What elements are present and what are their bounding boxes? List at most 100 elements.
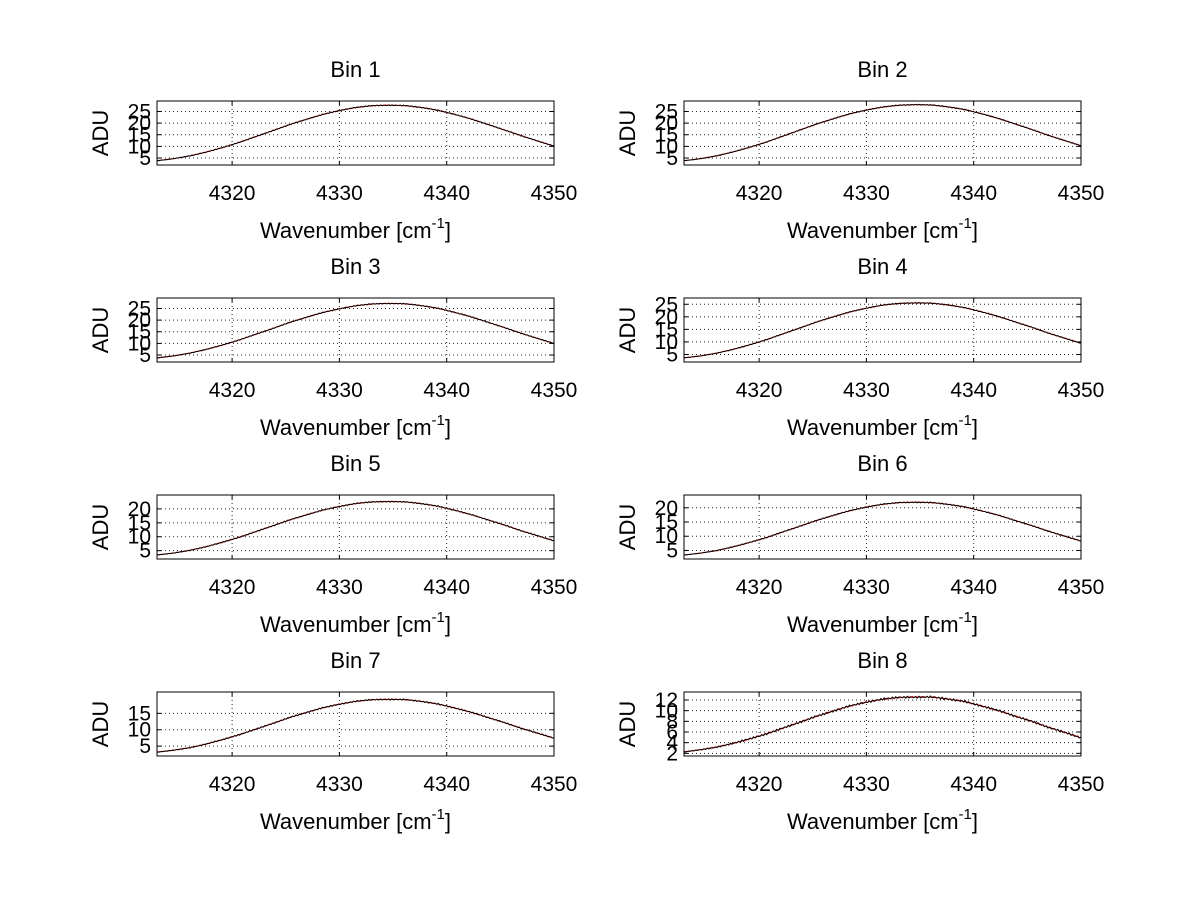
x-tick-label: 4350 [1058, 182, 1105, 205]
x-tick-label: 4330 [843, 576, 890, 599]
axes-frame [156, 691, 555, 757]
y-axis-label: ADU [615, 110, 640, 156]
x-tick-label: 4320 [736, 773, 783, 796]
y-tick-label: 15 [128, 702, 151, 725]
x-tick-label: 4320 [736, 182, 783, 205]
y-tick-label: 5 [139, 735, 151, 758]
x-tick-label: 4350 [1058, 773, 1105, 796]
x-tick-label: 4330 [316, 576, 363, 599]
y-tick-label: 10 [655, 331, 678, 354]
y-tick-label: 20 [655, 112, 678, 135]
x-axis-label: Wavenumber [cm-1] [260, 609, 451, 637]
y-axis-label: ADU [615, 701, 640, 747]
y-tick-label: 4 [666, 732, 678, 755]
x-tick-label: 4320 [209, 576, 256, 599]
y-tick-label: 20 [655, 306, 678, 329]
y-axis-label: ADU [88, 701, 113, 747]
x-tick-label: 4320 [736, 379, 783, 402]
x-tick-label: 4340 [423, 773, 470, 796]
y-tick-label: 12 [655, 689, 678, 712]
y-tick-label: 8 [666, 710, 678, 733]
y-axis-label: ADU [88, 307, 113, 353]
subplot-title: Bin 8 [857, 648, 907, 673]
x-tick-label: 4330 [843, 379, 890, 402]
x-tick-label: 4340 [423, 576, 470, 599]
y-tick-label: 25 [128, 297, 151, 320]
black-series-line [156, 500, 555, 556]
y-tick-label: 20 [128, 309, 151, 332]
x-axis-label: Wavenumber [cm-1] [260, 215, 451, 243]
subplot-title: Bin 7 [330, 648, 380, 673]
y-tick-label: 10 [655, 135, 678, 158]
y-tick-label: 10 [128, 135, 151, 158]
y-axis-label: ADU [615, 307, 640, 353]
black-series-line [683, 695, 1082, 753]
axes-frame [156, 297, 555, 363]
x-tick-label: 4340 [423, 182, 470, 205]
x-tick-label: 4320 [209, 182, 256, 205]
y-tick-label: 25 [128, 100, 151, 123]
x-tick-label: 4340 [423, 379, 470, 402]
y-axis-label: ADU [615, 504, 640, 550]
x-tick-label: 4330 [843, 182, 890, 205]
x-tick-label: 4340 [950, 773, 997, 796]
x-tick-label: 4340 [950, 182, 997, 205]
y-tick-label: 20 [128, 498, 151, 521]
axes-frame [156, 100, 555, 166]
y-tick-label: 2 [666, 742, 678, 765]
x-tick-label: 4350 [531, 773, 578, 796]
subplot-title: Bin 6 [857, 451, 907, 476]
axes-frame [683, 494, 1082, 560]
x-tick-label: 4350 [531, 576, 578, 599]
x-tick-label: 4350 [1058, 576, 1105, 599]
x-axis-label: Wavenumber [cm-1] [260, 412, 451, 440]
y-tick-label: 10 [128, 332, 151, 355]
y-tick-label: 15 [655, 318, 678, 341]
y-tick-label: 10 [655, 525, 678, 548]
y-tick-label: 5 [139, 344, 151, 367]
x-tick-label: 4330 [316, 773, 363, 796]
subplot-title: Bin 3 [330, 254, 380, 279]
x-tick-label: 4350 [531, 379, 578, 402]
x-axis-label: Wavenumber [cm-1] [260, 806, 451, 834]
y-tick-label: 5 [666, 147, 678, 170]
x-axis-label: Wavenumber [cm-1] [787, 609, 978, 637]
y-tick-label: 15 [128, 512, 151, 535]
x-tick-label: 4320 [209, 379, 256, 402]
y-tick-label: 5 [666, 343, 678, 366]
x-tick-label: 4320 [736, 576, 783, 599]
y-tick-label: 15 [655, 124, 678, 147]
axes-frame [683, 691, 1082, 757]
black-series-line [156, 302, 555, 359]
y-tick-label: 15 [655, 511, 678, 534]
x-axis-label: Wavenumber [cm-1] [787, 806, 978, 834]
y-tick-label: 20 [655, 497, 678, 520]
y-tick-label: 5 [139, 147, 151, 170]
y-tick-label: 25 [655, 100, 678, 123]
axes-frame [683, 297, 1082, 363]
subplot-title: Bin 4 [857, 254, 907, 279]
x-tick-label: 4330 [843, 773, 890, 796]
black-series-line [683, 103, 1081, 162]
black-series-line [156, 104, 555, 162]
y-tick-label: 15 [128, 321, 151, 344]
y-tick-label: 6 [666, 721, 678, 744]
x-tick-label: 4340 [950, 576, 997, 599]
black-series-line [683, 501, 1082, 556]
y-tick-label: 5 [666, 539, 678, 562]
x-tick-label: 4340 [950, 379, 997, 402]
y-tick-label: 20 [128, 112, 151, 135]
x-tick-label: 4350 [1058, 379, 1105, 402]
y-tick-label: 5 [139, 540, 151, 563]
black-series-line [156, 698, 555, 753]
axes-frame [156, 494, 555, 560]
x-tick-label: 4330 [316, 182, 363, 205]
subplot-title: Bin 2 [857, 57, 907, 82]
